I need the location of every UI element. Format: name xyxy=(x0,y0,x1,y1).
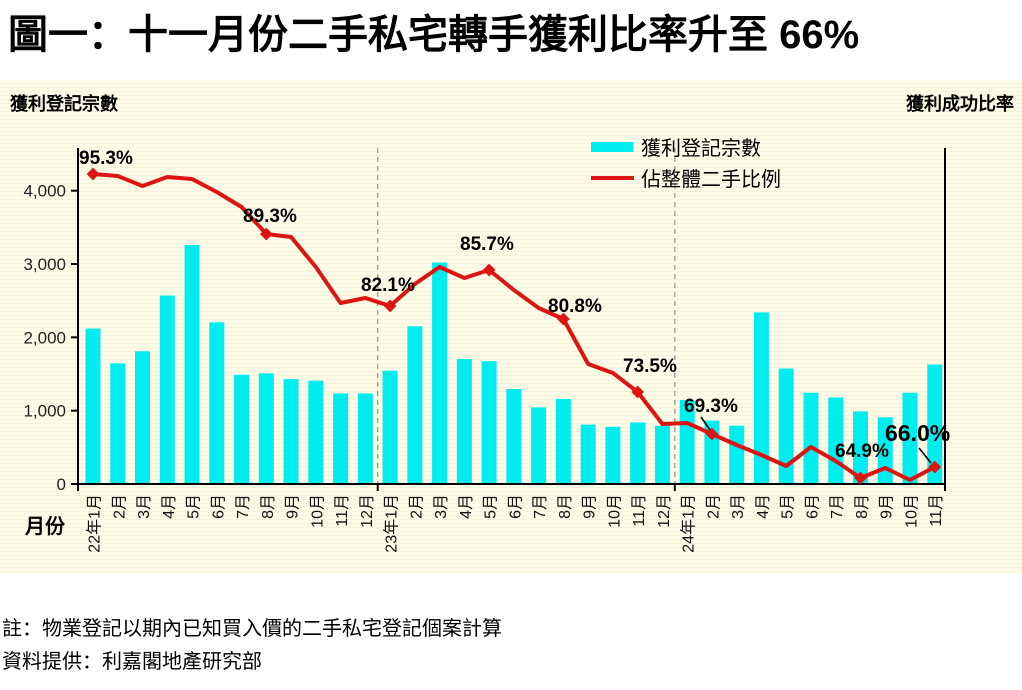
legend-bar-swatch xyxy=(591,141,633,152)
x-axis-title: 月份 xyxy=(25,516,65,538)
legend-item-bars: 獲利登記宗數 xyxy=(591,134,781,160)
chart-band xyxy=(0,80,1022,573)
legend-bar-label: 獲利登記宗數 xyxy=(641,138,761,160)
right-axis-title: 獲利成功比率 xyxy=(906,94,1014,114)
legend: 獲利登記宗數 佔整體二手比例 xyxy=(591,134,781,196)
footnote: 註：物業登記以期內已知買入價的二手私宅登記個案計算 xyxy=(2,618,502,640)
page-title: 圖一：十一月份二手私宅轉手獲利比率升至 66% xyxy=(8,13,860,57)
legend-line-swatch xyxy=(591,175,634,180)
source: 資料提供：利嘉閣地產研究部 xyxy=(2,651,262,673)
left-axis-title: 獲利登記宗數 xyxy=(10,94,118,114)
legend-line-label: 佔整體二手比例 xyxy=(641,169,781,191)
legend-item-line: 佔整體二手比例 xyxy=(591,165,781,191)
